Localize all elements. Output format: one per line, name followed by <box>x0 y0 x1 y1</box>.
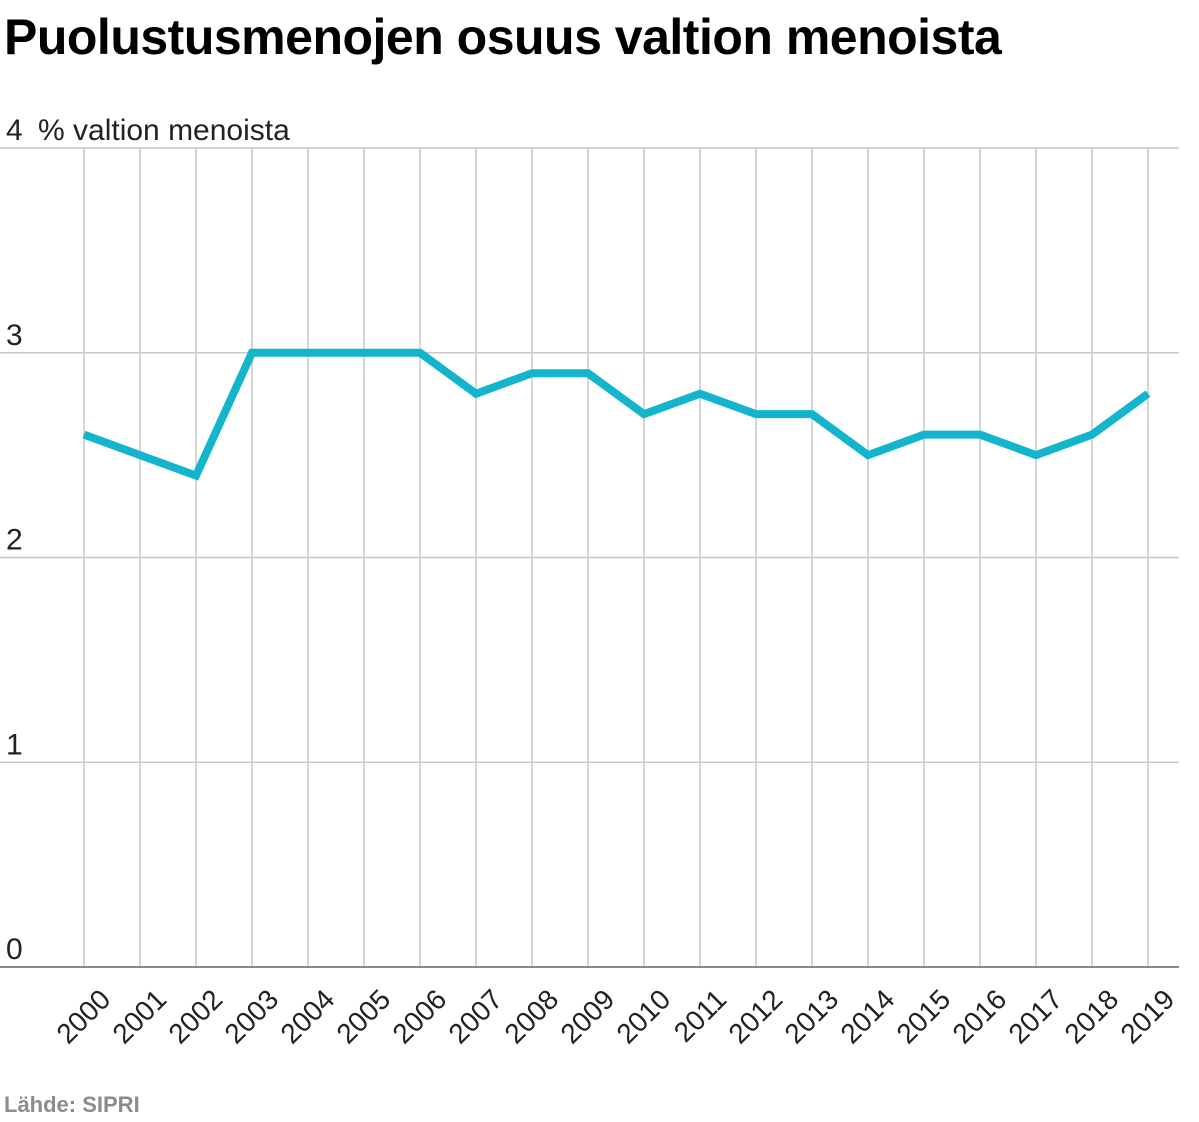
data-point <box>1035 454 1037 456</box>
data-point <box>363 352 365 354</box>
x-tick-label: 2013 <box>778 983 844 1049</box>
data-point <box>251 352 253 354</box>
x-tick-label: 2004 <box>274 983 340 1049</box>
data-point <box>587 372 589 374</box>
series-layer <box>82 348 1151 481</box>
x-tick-label: 2000 <box>50 983 116 1049</box>
data-point <box>811 413 813 415</box>
x-tick-label: 2005 <box>330 983 396 1049</box>
data-point <box>531 372 533 374</box>
data-point <box>1091 434 1093 436</box>
x-tick-label: 2006 <box>386 983 452 1049</box>
data-point <box>475 393 477 395</box>
data-point <box>979 434 981 436</box>
y-tick-label: 3 <box>6 319 23 352</box>
data-point <box>419 352 421 354</box>
x-tick-label: 2007 <box>442 983 508 1049</box>
x-tick-label: 2002 <box>162 983 228 1049</box>
x-tick-label: 2014 <box>834 983 900 1049</box>
data-point <box>139 454 141 456</box>
x-tick-label: 2019 <box>1114 983 1180 1049</box>
data-point <box>643 413 645 415</box>
series-line <box>82 348 1151 481</box>
data-point <box>1147 393 1149 395</box>
data-point <box>867 454 869 456</box>
x-tick-label: 2010 <box>610 983 676 1049</box>
x-tick-label: 2001 <box>106 983 172 1049</box>
data-point <box>83 434 85 436</box>
x-tick-label: 2003 <box>218 983 284 1049</box>
y-tick-label: 1 <box>6 728 23 761</box>
y-axis-label: % valtion menoista <box>38 114 290 147</box>
y-tick-label: 2 <box>6 524 23 557</box>
data-point <box>195 475 197 477</box>
data-point <box>923 434 925 436</box>
data-point <box>307 352 309 354</box>
data-point <box>755 413 757 415</box>
x-tick-label: 2017 <box>1002 983 1068 1049</box>
chart-title: Puolustusmenojen osuus valtion menoista <box>4 9 1002 65</box>
y-tick-label: 0 <box>6 933 23 966</box>
data-point <box>699 393 701 395</box>
x-tick-label: 2011 <box>668 983 733 1048</box>
x-tick-label: 2012 <box>722 983 788 1049</box>
grid-layer <box>0 147 1179 968</box>
x-tick-label: 2008 <box>498 983 564 1049</box>
x-tick-label: 2015 <box>890 983 956 1049</box>
x-tick-label: 2018 <box>1058 983 1124 1049</box>
x-tick-label: 2009 <box>554 983 620 1049</box>
source-note: Lähde: SIPRI <box>4 1092 140 1117</box>
x-tick-label: 2016 <box>946 983 1012 1049</box>
y-tick-label: 4 <box>6 114 23 147</box>
